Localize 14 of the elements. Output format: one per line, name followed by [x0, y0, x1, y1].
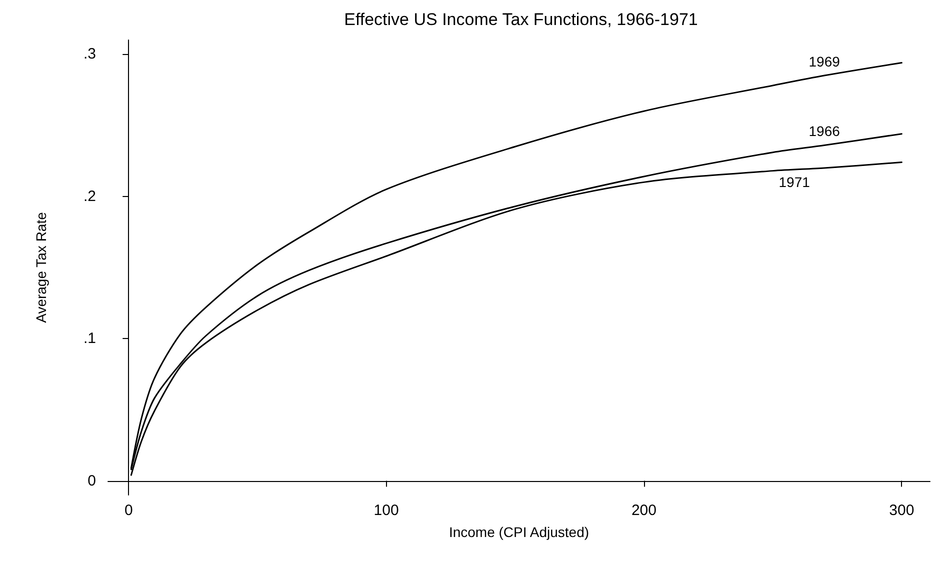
x-axis-title: Income (CPI Adjusted)	[448, 524, 590, 540]
x-tick-label: 300	[889, 502, 914, 519]
x-tick-label: 200	[631, 502, 656, 519]
series-label: 1966	[808, 123, 840, 140]
y-tick-label: 0	[88, 472, 96, 490]
series-label: 1969	[808, 54, 840, 70]
y-tick-label: .2	[83, 188, 96, 205]
y-tick-label: .1	[83, 330, 96, 348]
chart-title: Effective US Income Tax Functions, 1966-1971	[344, 10, 698, 29]
series-label: 1971	[778, 174, 810, 190]
y-axis-title: Average Tax Rate	[33, 212, 49, 323]
y-tick-label: .3	[83, 46, 96, 63]
x-tick-label: 0	[124, 502, 133, 519]
x-tick-label: 100	[374, 502, 399, 519]
